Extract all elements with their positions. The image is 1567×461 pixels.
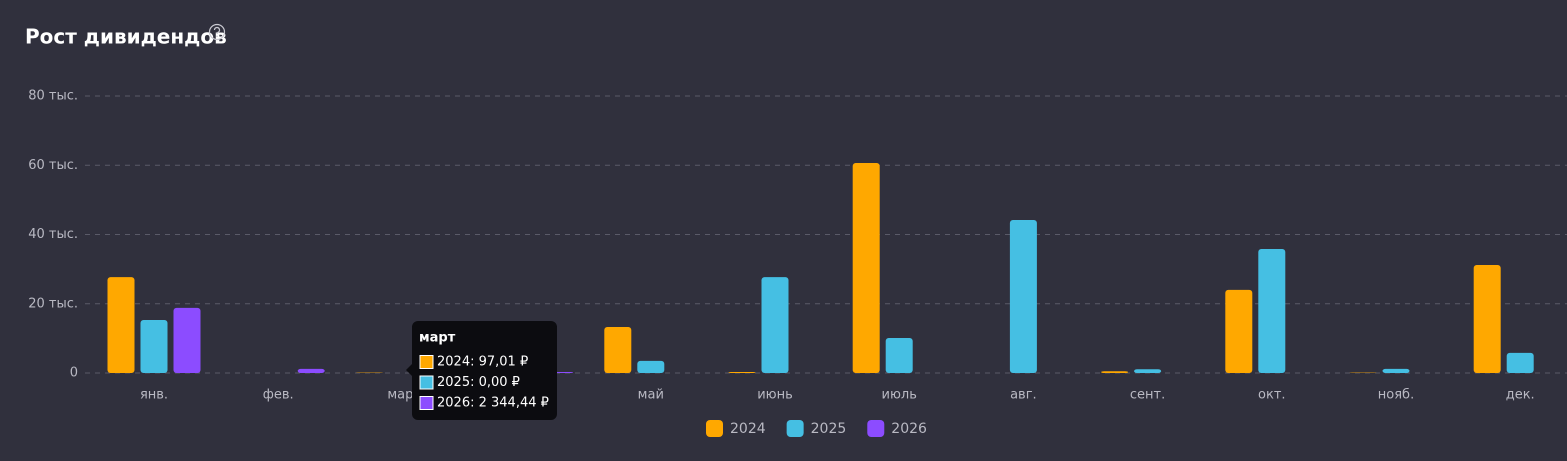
tooltip-swatch bbox=[419, 396, 434, 410]
x-tick-label: мар. bbox=[387, 388, 417, 403]
x-tick-label: июнь bbox=[757, 388, 793, 403]
chart-title: Рост дивидендов bbox=[25, 25, 227, 49]
x-tick-label: янв. bbox=[140, 388, 168, 403]
bar bbox=[1258, 249, 1286, 373]
y-tick-label: 0 bbox=[70, 366, 78, 381]
x-tick-label: сент. bbox=[1130, 388, 1165, 403]
bar bbox=[637, 360, 665, 373]
y-tick-label: 40 тыс. bbox=[28, 227, 78, 242]
tooltip-item: 2026: 2 344,44 ₽ bbox=[437, 396, 549, 411]
bar bbox=[107, 277, 135, 373]
legend-swatch bbox=[786, 420, 804, 437]
tooltip: март 2024: 97,01 ₽ 2025: 0,00 ₽ 2026: 2 344… bbox=[406, 321, 557, 420]
bar bbox=[1382, 368, 1410, 373]
y-tick-label: 20 тыс. bbox=[28, 296, 78, 311]
legend-swatch bbox=[706, 420, 723, 437]
tooltip-arrow bbox=[406, 364, 412, 376]
legend-label: 2026 bbox=[891, 421, 927, 437]
x-tick-label: май bbox=[638, 388, 664, 403]
x-tick-label: нояб. bbox=[1378, 388, 1414, 403]
x-tick-label: окт. bbox=[1258, 388, 1286, 403]
bar bbox=[1101, 371, 1129, 373]
bar bbox=[1225, 289, 1253, 373]
legend-label: 2024 bbox=[730, 421, 766, 437]
bar bbox=[297, 368, 325, 373]
bar bbox=[852, 162, 880, 373]
help-icon[interactable] bbox=[208, 23, 226, 41]
tooltip-box bbox=[412, 321, 557, 420]
bar bbox=[604, 326, 632, 373]
x-tick-label: авг. bbox=[1010, 388, 1037, 403]
bar bbox=[1473, 264, 1501, 373]
plot-area: 0 20 тыс. 40 тыс. 60 тыс. 80 тыс. янв. фев. мар… bbox=[28, 89, 1567, 403]
legend-swatch bbox=[867, 420, 885, 437]
y-tick-label: 60 тыс. bbox=[28, 158, 78, 173]
bar bbox=[173, 307, 201, 373]
bar bbox=[140, 320, 168, 373]
tooltip-item: 2025: 0,00 ₽ bbox=[437, 375, 520, 390]
bar bbox=[885, 338, 913, 373]
x-tick-label: дек. bbox=[1506, 388, 1535, 403]
x-tick-label: июль bbox=[882, 388, 917, 403]
legend: 2024 2025 2026 bbox=[706, 420, 927, 437]
x-tick-label: фев. bbox=[263, 388, 294, 403]
bar bbox=[1009, 219, 1037, 373]
tooltip-title: март bbox=[419, 331, 456, 346]
tooltip-swatch bbox=[419, 355, 434, 369]
tooltip-item: 2024: 97,01 ₽ bbox=[437, 355, 528, 370]
legend-label: 2025 bbox=[811, 421, 847, 437]
y-tick-label: 80 тыс. bbox=[28, 89, 78, 104]
bar bbox=[761, 277, 789, 373]
bar bbox=[728, 371, 756, 373]
bar bbox=[1134, 369, 1162, 373]
bar bbox=[1506, 352, 1534, 373]
tooltip-swatch bbox=[419, 375, 434, 390]
